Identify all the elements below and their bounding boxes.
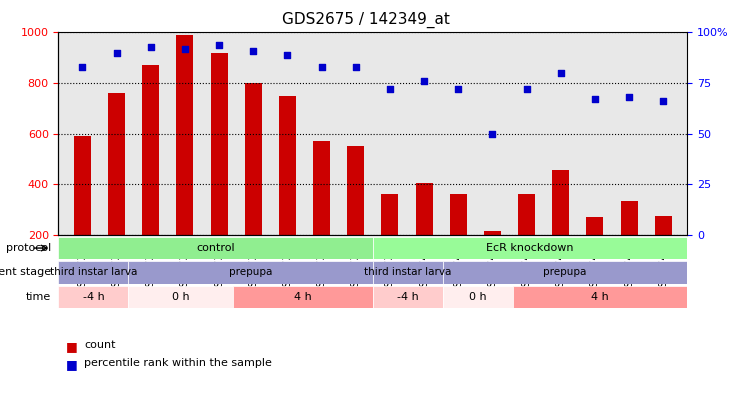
Text: -4 h: -4 h bbox=[83, 292, 105, 302]
Point bbox=[657, 98, 669, 104]
Bar bbox=[450, 194, 467, 235]
Point bbox=[145, 43, 156, 50]
Text: control: control bbox=[197, 243, 235, 253]
Text: count: count bbox=[84, 340, 115, 350]
Text: GDS2675 / 142349_at: GDS2675 / 142349_at bbox=[281, 12, 450, 28]
Bar bbox=[74, 136, 91, 235]
Bar bbox=[245, 83, 262, 235]
FancyBboxPatch shape bbox=[373, 286, 443, 308]
Text: percentile rank within the sample: percentile rank within the sample bbox=[84, 358, 272, 369]
FancyBboxPatch shape bbox=[373, 261, 443, 284]
Text: third instar larva: third instar larva bbox=[50, 267, 137, 277]
Bar bbox=[552, 171, 569, 235]
Text: time: time bbox=[26, 292, 51, 302]
Point bbox=[213, 41, 225, 48]
Bar bbox=[108, 93, 125, 235]
Bar bbox=[176, 35, 194, 235]
Text: 4 h: 4 h bbox=[294, 292, 312, 302]
Text: 0 h: 0 h bbox=[469, 292, 486, 302]
Point bbox=[110, 49, 122, 56]
FancyBboxPatch shape bbox=[58, 237, 373, 259]
Text: 0 h: 0 h bbox=[172, 292, 189, 302]
Text: 4 h: 4 h bbox=[591, 292, 609, 302]
Bar bbox=[313, 141, 330, 235]
Bar bbox=[347, 146, 364, 235]
Text: prepupa: prepupa bbox=[543, 267, 586, 277]
Text: third instar larva: third instar larva bbox=[364, 267, 452, 277]
FancyBboxPatch shape bbox=[129, 261, 373, 284]
Text: protocol: protocol bbox=[6, 243, 51, 253]
Bar bbox=[415, 183, 433, 235]
Bar bbox=[279, 96, 296, 235]
Bar bbox=[211, 53, 227, 235]
Text: -4 h: -4 h bbox=[397, 292, 419, 302]
FancyBboxPatch shape bbox=[512, 286, 687, 308]
Bar bbox=[382, 194, 398, 235]
FancyBboxPatch shape bbox=[233, 286, 373, 308]
Bar bbox=[484, 231, 501, 235]
Bar bbox=[586, 217, 603, 235]
Point bbox=[384, 86, 395, 92]
FancyBboxPatch shape bbox=[58, 286, 129, 308]
Point bbox=[247, 47, 259, 54]
Point bbox=[316, 64, 327, 70]
Bar bbox=[655, 216, 672, 235]
FancyBboxPatch shape bbox=[443, 261, 687, 284]
Text: development stage: development stage bbox=[0, 267, 51, 277]
Bar bbox=[143, 65, 159, 235]
Text: EcR knockdown: EcR knockdown bbox=[486, 243, 574, 253]
Point bbox=[520, 86, 532, 92]
FancyBboxPatch shape bbox=[373, 237, 687, 259]
FancyBboxPatch shape bbox=[58, 261, 129, 284]
Bar bbox=[518, 194, 535, 235]
Point bbox=[350, 64, 362, 70]
Point bbox=[624, 94, 635, 100]
Bar bbox=[621, 201, 637, 235]
Point bbox=[418, 78, 430, 84]
Text: ■: ■ bbox=[66, 340, 77, 353]
Text: ■: ■ bbox=[66, 358, 77, 371]
Point bbox=[555, 70, 567, 76]
Point bbox=[589, 96, 601, 102]
Point bbox=[452, 86, 464, 92]
FancyBboxPatch shape bbox=[443, 286, 512, 308]
FancyBboxPatch shape bbox=[129, 286, 233, 308]
Point bbox=[179, 45, 191, 52]
Point bbox=[487, 130, 499, 137]
Text: prepupa: prepupa bbox=[229, 267, 272, 277]
Point bbox=[281, 51, 293, 58]
Point bbox=[77, 64, 88, 70]
